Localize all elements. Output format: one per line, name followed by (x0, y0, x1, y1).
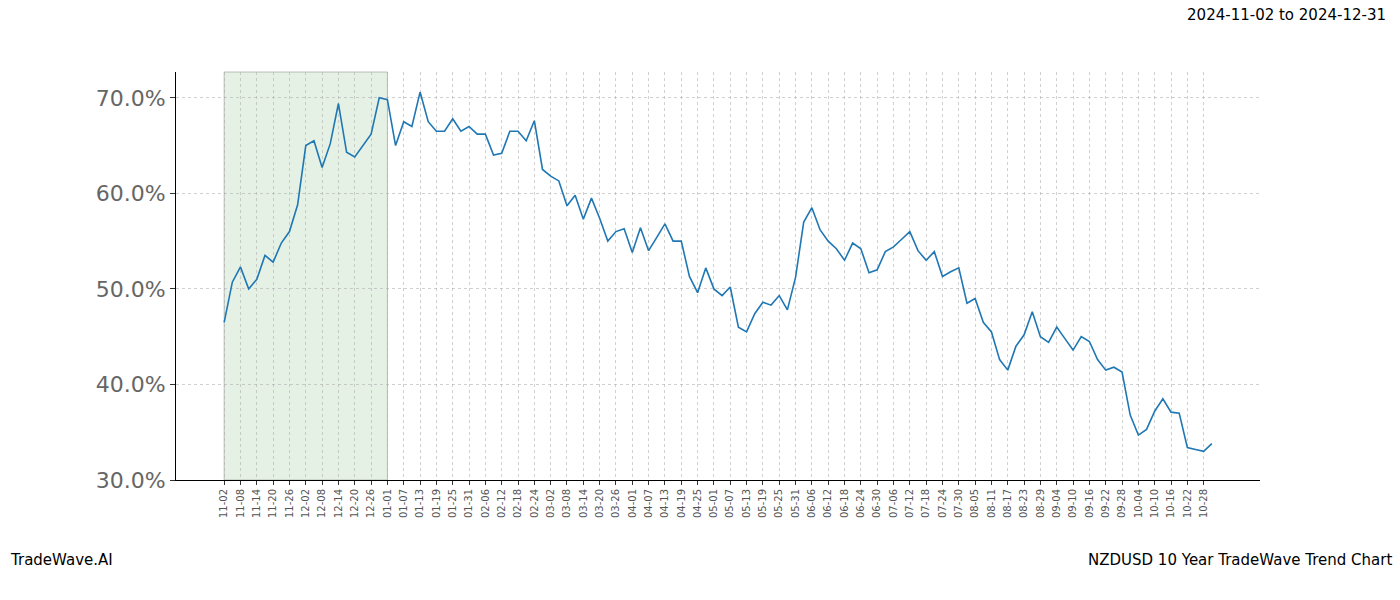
svg-text:01-13: 01-13 (414, 489, 425, 518)
svg-text:01-25: 01-25 (447, 489, 458, 518)
svg-text:01-19: 01-19 (431, 489, 442, 518)
svg-text:12-14: 12-14 (333, 489, 344, 518)
svg-text:11-02: 11-02 (218, 489, 229, 518)
svg-text:TradeWave.AI: TradeWave.AI (10, 551, 113, 569)
svg-text:07-18: 07-18 (920, 489, 931, 518)
svg-text:04-07: 04-07 (643, 489, 654, 518)
svg-text:01-31: 01-31 (463, 489, 474, 518)
svg-text:07-06: 07-06 (888, 489, 899, 518)
svg-text:12-02: 12-02 (300, 489, 311, 518)
svg-text:07-12: 07-12 (904, 489, 915, 518)
svg-text:11-14: 11-14 (251, 489, 262, 518)
svg-text:10-28: 10-28 (1198, 489, 1209, 518)
svg-text:12-26: 12-26 (365, 489, 376, 518)
svg-text:02-06: 02-06 (480, 489, 491, 518)
svg-text:10-22: 10-22 (1182, 489, 1193, 518)
svg-text:10-04: 10-04 (1133, 489, 1144, 518)
svg-text:05-25: 05-25 (773, 489, 784, 518)
svg-text:06-18: 06-18 (839, 489, 850, 518)
svg-text:05-13: 05-13 (741, 489, 752, 518)
svg-text:10-16: 10-16 (1165, 489, 1176, 518)
svg-text:08-11: 08-11 (986, 489, 997, 518)
svg-text:40.0%: 40.0% (96, 372, 166, 397)
svg-text:08-23: 08-23 (1018, 489, 1029, 518)
svg-text:10-10: 10-10 (1149, 489, 1160, 518)
svg-text:02-12: 02-12 (496, 489, 507, 518)
svg-text:02-18: 02-18 (512, 489, 523, 518)
svg-text:05-07: 05-07 (724, 489, 735, 518)
svg-text:06-24: 06-24 (855, 489, 866, 518)
svg-text:09-28: 09-28 (1116, 489, 1127, 518)
svg-text:04-13: 04-13 (659, 489, 670, 518)
svg-text:03-20: 03-20 (594, 489, 605, 518)
svg-text:05-19: 05-19 (757, 489, 768, 518)
svg-text:08-29: 08-29 (1035, 489, 1046, 518)
svg-text:07-24: 07-24 (937, 489, 948, 518)
svg-text:11-08: 11-08 (235, 489, 246, 518)
svg-text:01-07: 01-07 (398, 489, 409, 518)
svg-text:07-30: 07-30 (953, 489, 964, 518)
svg-text:01-01: 01-01 (382, 489, 393, 518)
svg-text:08-17: 08-17 (1002, 489, 1013, 518)
svg-text:08-05: 08-05 (969, 489, 980, 518)
svg-text:12-08: 12-08 (316, 489, 327, 518)
svg-text:11-26: 11-26 (284, 489, 295, 518)
svg-text:04-01: 04-01 (627, 489, 638, 518)
svg-text:03-14: 03-14 (578, 489, 589, 518)
svg-text:03-08: 03-08 (561, 489, 572, 518)
svg-text:09-22: 09-22 (1100, 489, 1111, 518)
svg-text:06-12: 06-12 (822, 489, 833, 518)
svg-text:02-24: 02-24 (529, 489, 540, 518)
svg-text:05-31: 05-31 (790, 489, 801, 518)
svg-text:05-01: 05-01 (708, 489, 719, 518)
svg-text:03-02: 03-02 (545, 489, 556, 518)
svg-text:06-30: 06-30 (871, 489, 882, 518)
svg-text:11-20: 11-20 (267, 489, 278, 518)
svg-text:60.0%: 60.0% (96, 181, 166, 206)
svg-text:NZDUSD 10 Year TradeWave Trend: NZDUSD 10 Year TradeWave Trend Chart (1088, 551, 1392, 569)
svg-text:2024-11-02 to 2024-12-31: 2024-11-02 to 2024-12-31 (1187, 6, 1386, 24)
svg-text:04-19: 04-19 (676, 489, 687, 518)
svg-text:04-25: 04-25 (692, 489, 703, 518)
svg-text:50.0%: 50.0% (96, 277, 166, 302)
svg-text:30.0%: 30.0% (96, 468, 166, 493)
svg-text:70.0%: 70.0% (96, 86, 166, 111)
svg-text:12-20: 12-20 (349, 489, 360, 518)
svg-text:06-06: 06-06 (806, 489, 817, 518)
svg-text:09-10: 09-10 (1067, 489, 1078, 518)
svg-text:09-04: 09-04 (1051, 489, 1062, 518)
svg-text:09-16: 09-16 (1084, 489, 1095, 518)
svg-text:03-26: 03-26 (610, 489, 621, 518)
